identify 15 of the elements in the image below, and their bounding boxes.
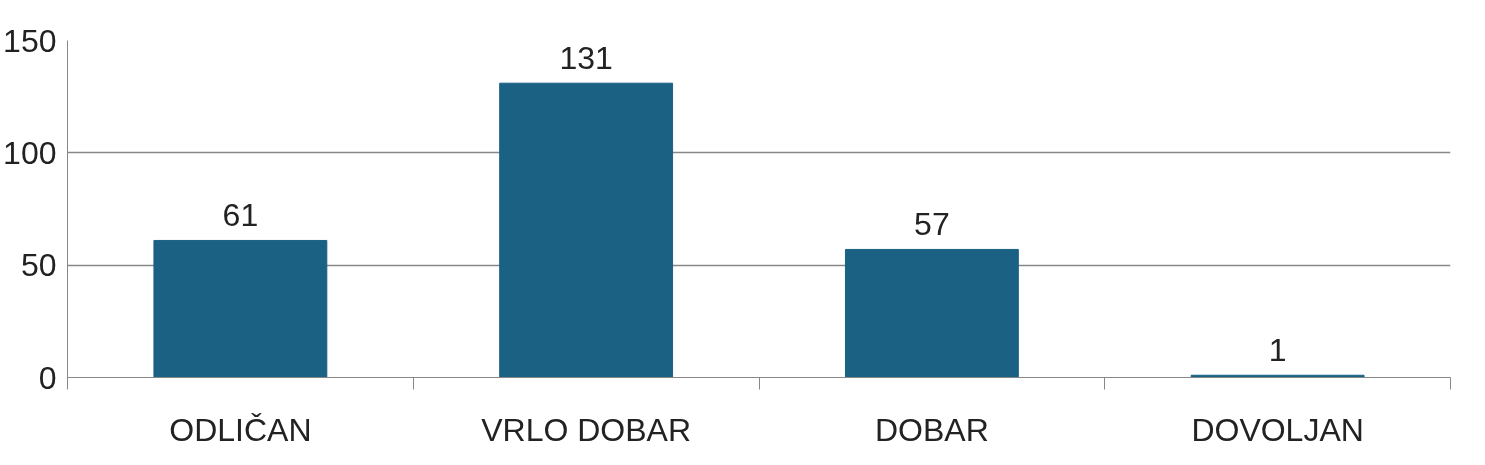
x-tick-label: VRLO DOBAR [481, 411, 692, 448]
bar [153, 239, 328, 378]
bar [844, 248, 1019, 378]
bar [499, 82, 674, 378]
x-tick-label: DOBAR [874, 411, 989, 448]
data-label: 131 [559, 40, 613, 77]
data-label: 57 [914, 206, 950, 243]
x-tick-label: DOVOLJAN [1191, 411, 1364, 448]
x-tick-label: ODLIČAN [169, 411, 312, 448]
data-label: 1 [1268, 332, 1287, 369]
y-tick-label: 50 [20, 247, 57, 284]
y-tick-label: 0 [38, 359, 57, 396]
y-tick-label: 150 [3, 22, 57, 59]
y-tick-label: 100 [3, 134, 57, 171]
data-label: 61 [222, 197, 259, 234]
